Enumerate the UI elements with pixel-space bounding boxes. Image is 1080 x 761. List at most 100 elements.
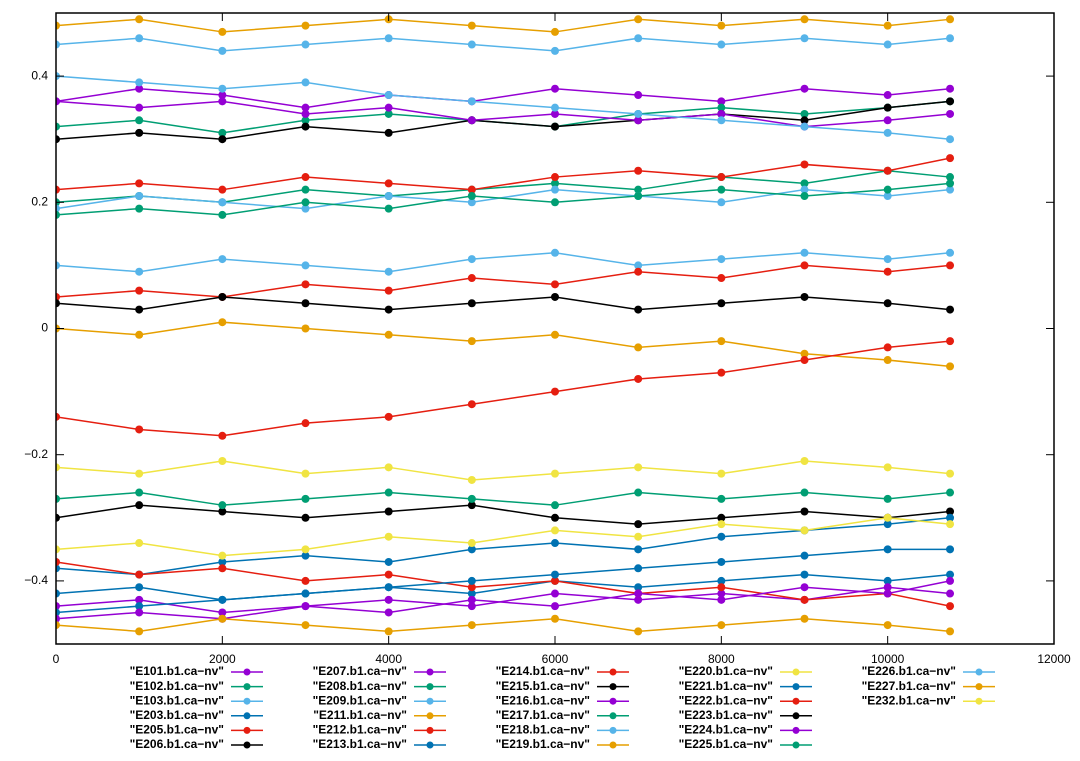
series-point: [56, 608, 60, 617]
series-line: [56, 517, 951, 557]
legend-label: "E223.b1.ca−nv": [679, 708, 773, 722]
series-point: [135, 78, 144, 87]
series-point: [717, 576, 726, 585]
series-point: [218, 128, 227, 137]
series-point: [634, 463, 643, 472]
series-point: [384, 267, 393, 276]
x-tick-label: 6000: [542, 652, 569, 666]
series-point: [883, 520, 892, 529]
series-point: [301, 103, 310, 112]
x-tick-label: 10000: [871, 652, 905, 666]
series-point: [218, 608, 227, 617]
legend-marker: [426, 712, 434, 720]
series-point: [384, 507, 393, 516]
series-point: [301, 602, 310, 611]
series-point: [56, 513, 60, 522]
plot-area: [56, 15, 955, 636]
series-point: [384, 204, 393, 213]
series-point: [467, 255, 476, 264]
series-point: [946, 15, 955, 24]
series-point: [384, 557, 393, 566]
series-point: [384, 412, 393, 421]
series-point: [135, 469, 144, 478]
series-point: [56, 494, 60, 503]
series-point: [135, 608, 144, 617]
series-point: [800, 116, 809, 125]
x-tick-label: 4000: [375, 652, 402, 666]
series-point: [467, 337, 476, 346]
series-point: [946, 520, 955, 529]
series-point: [800, 595, 809, 604]
series-point: [883, 103, 892, 112]
series-point: [717, 532, 726, 541]
series-point: [301, 576, 310, 585]
series-point: [218, 27, 227, 36]
series-point: [551, 614, 559, 623]
series-point: [301, 280, 310, 289]
series-line: [56, 491, 951, 506]
series-point: [551, 513, 559, 522]
series-point: [883, 267, 892, 276]
series-point: [301, 419, 310, 428]
legend-label: "E203.b1.ca−nv": [130, 708, 224, 722]
series-point: [551, 27, 559, 36]
series-line: [56, 37, 951, 52]
series-point: [467, 475, 476, 484]
series-point: [56, 463, 60, 472]
legend-marker: [243, 697, 251, 705]
series-point: [301, 198, 310, 207]
y-tick-label: −0.2: [24, 447, 48, 461]
series-line: [56, 264, 951, 298]
series-point: [883, 463, 892, 472]
series-point: [946, 570, 955, 579]
series-point: [551, 501, 559, 510]
series-point: [634, 343, 643, 352]
series-point: [135, 539, 144, 548]
x-tick-label: 2000: [209, 652, 236, 666]
series-point: [467, 191, 476, 200]
series-point: [301, 40, 310, 49]
series-point: [218, 97, 227, 106]
series-point: [800, 84, 809, 93]
series-point: [946, 185, 955, 194]
series-point: [467, 501, 476, 510]
series-point: [384, 305, 393, 314]
series-point: [218, 457, 227, 466]
series-point: [634, 166, 643, 175]
series-point: [946, 109, 955, 118]
series-point: [800, 185, 809, 194]
series-point: [301, 109, 310, 118]
series-point: [551, 602, 559, 611]
series-point: [135, 627, 144, 636]
series-point: [634, 91, 643, 100]
series-point: [717, 274, 726, 283]
series-point: [946, 488, 955, 497]
legend-marker: [426, 726, 434, 734]
series-point: [56, 557, 60, 566]
series-point: [634, 545, 643, 554]
series-point: [883, 21, 892, 30]
series-point: [717, 621, 726, 630]
series-point: [883, 513, 892, 522]
series-point: [883, 191, 892, 200]
legend-label: "E101.b1.ca−nv": [130, 664, 224, 678]
series-point: [56, 602, 60, 611]
series-point: [384, 608, 393, 617]
series-point: [467, 185, 476, 194]
series-point: [800, 15, 809, 24]
series-point: [384, 191, 393, 200]
series-point: [717, 21, 726, 30]
series-line: [56, 182, 951, 216]
series-point: [883, 91, 892, 100]
series-point: [135, 602, 144, 611]
series-point: [467, 21, 476, 30]
legend-marker: [609, 712, 617, 720]
series-point: [634, 34, 643, 43]
series-point: [946, 362, 955, 371]
series-point: [218, 91, 227, 100]
series-point: [301, 621, 310, 630]
series-point: [135, 191, 144, 200]
series-point: [946, 135, 955, 144]
series-point: [551, 330, 559, 339]
series-point: [717, 198, 726, 207]
